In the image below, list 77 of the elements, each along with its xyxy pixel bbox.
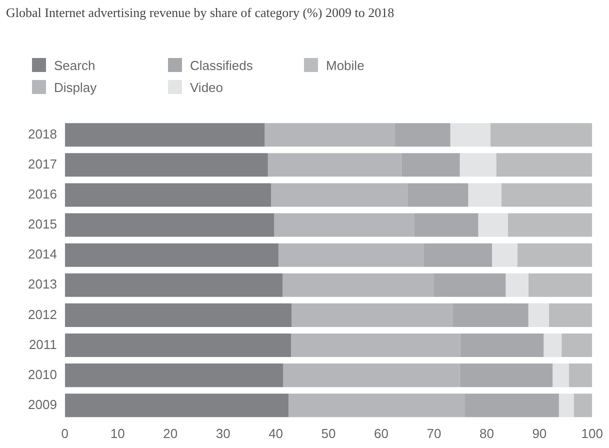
x-tick-label: 70 <box>426 426 442 441</box>
bar <box>501 183 592 207</box>
bar <box>64 123 265 147</box>
y-tick-label: 2014 <box>28 246 57 262</box>
legend-label: Video <box>190 80 224 94</box>
y-tick-label: 2009 <box>28 396 57 412</box>
bar <box>452 303 528 327</box>
bar <box>558 394 574 418</box>
bar <box>434 273 506 297</box>
bar <box>552 364 569 388</box>
bar <box>268 153 402 177</box>
bar <box>468 183 502 207</box>
bar <box>424 243 492 267</box>
bar <box>548 303 592 327</box>
x-tick-label: 10 <box>110 426 125 441</box>
y-tick-label: 2013 <box>28 276 57 292</box>
bar <box>478 213 508 237</box>
y-tick-label: 2016 <box>28 186 57 202</box>
chart-title: Global Internet advertising revenue by share of category (%) 2009 to 2018 <box>6 5 394 21</box>
x-tick-label: 30 <box>216 426 230 441</box>
bar <box>64 213 274 237</box>
legend-label: Display <box>54 80 97 94</box>
bar <box>460 364 553 388</box>
bar <box>292 303 453 327</box>
x-tick-label: 20 <box>163 426 178 441</box>
bar <box>496 153 592 177</box>
bar <box>528 273 592 297</box>
bar <box>64 153 268 177</box>
bar <box>64 183 272 207</box>
bar <box>291 333 460 358</box>
x-tick-label: 90 <box>532 426 547 441</box>
bar <box>283 364 460 388</box>
bar <box>450 123 490 147</box>
legend-label: Mobile <box>326 58 364 72</box>
bar <box>508 213 592 237</box>
bar <box>401 153 460 177</box>
y-tick-label: 2011 <box>28 336 57 352</box>
bar <box>490 123 592 147</box>
bar <box>274 213 414 237</box>
bar <box>464 394 559 418</box>
x-tick-label: 0 <box>61 426 69 441</box>
bar <box>264 123 395 147</box>
bar <box>506 273 528 297</box>
bar <box>544 333 562 358</box>
bar <box>271 183 408 207</box>
bar <box>408 183 468 207</box>
y-tick-label: 2018 <box>28 126 57 142</box>
bar <box>460 333 544 358</box>
x-tick-label: 40 <box>268 426 284 441</box>
x-tick-label: 60 <box>374 426 388 441</box>
bar <box>64 364 284 388</box>
bar <box>64 394 288 418</box>
bar <box>282 273 434 297</box>
x-tick-label: 50 <box>321 426 336 441</box>
legend-label: Classifieds <box>190 58 253 72</box>
y-tick-label: 2017 <box>28 156 57 172</box>
bar <box>64 303 292 327</box>
bar <box>528 303 549 327</box>
legend-label: Search <box>54 58 96 72</box>
bar <box>394 123 450 147</box>
bar <box>64 243 278 267</box>
x-tick-label: 100 <box>581 426 604 441</box>
bar <box>492 243 518 267</box>
bar <box>517 243 592 267</box>
bar <box>562 333 592 358</box>
x-tick-label: 80 <box>479 426 494 441</box>
bar <box>414 213 478 237</box>
y-tick-label: 2012 <box>28 306 57 322</box>
y-tick-label: 2010 <box>28 366 57 382</box>
bar <box>64 273 283 297</box>
bar <box>574 394 592 418</box>
y-tick-label: 2015 <box>28 216 57 232</box>
bar <box>568 364 592 388</box>
bar <box>460 153 496 177</box>
bar <box>278 243 424 267</box>
bar <box>64 333 292 358</box>
bar <box>288 394 465 418</box>
